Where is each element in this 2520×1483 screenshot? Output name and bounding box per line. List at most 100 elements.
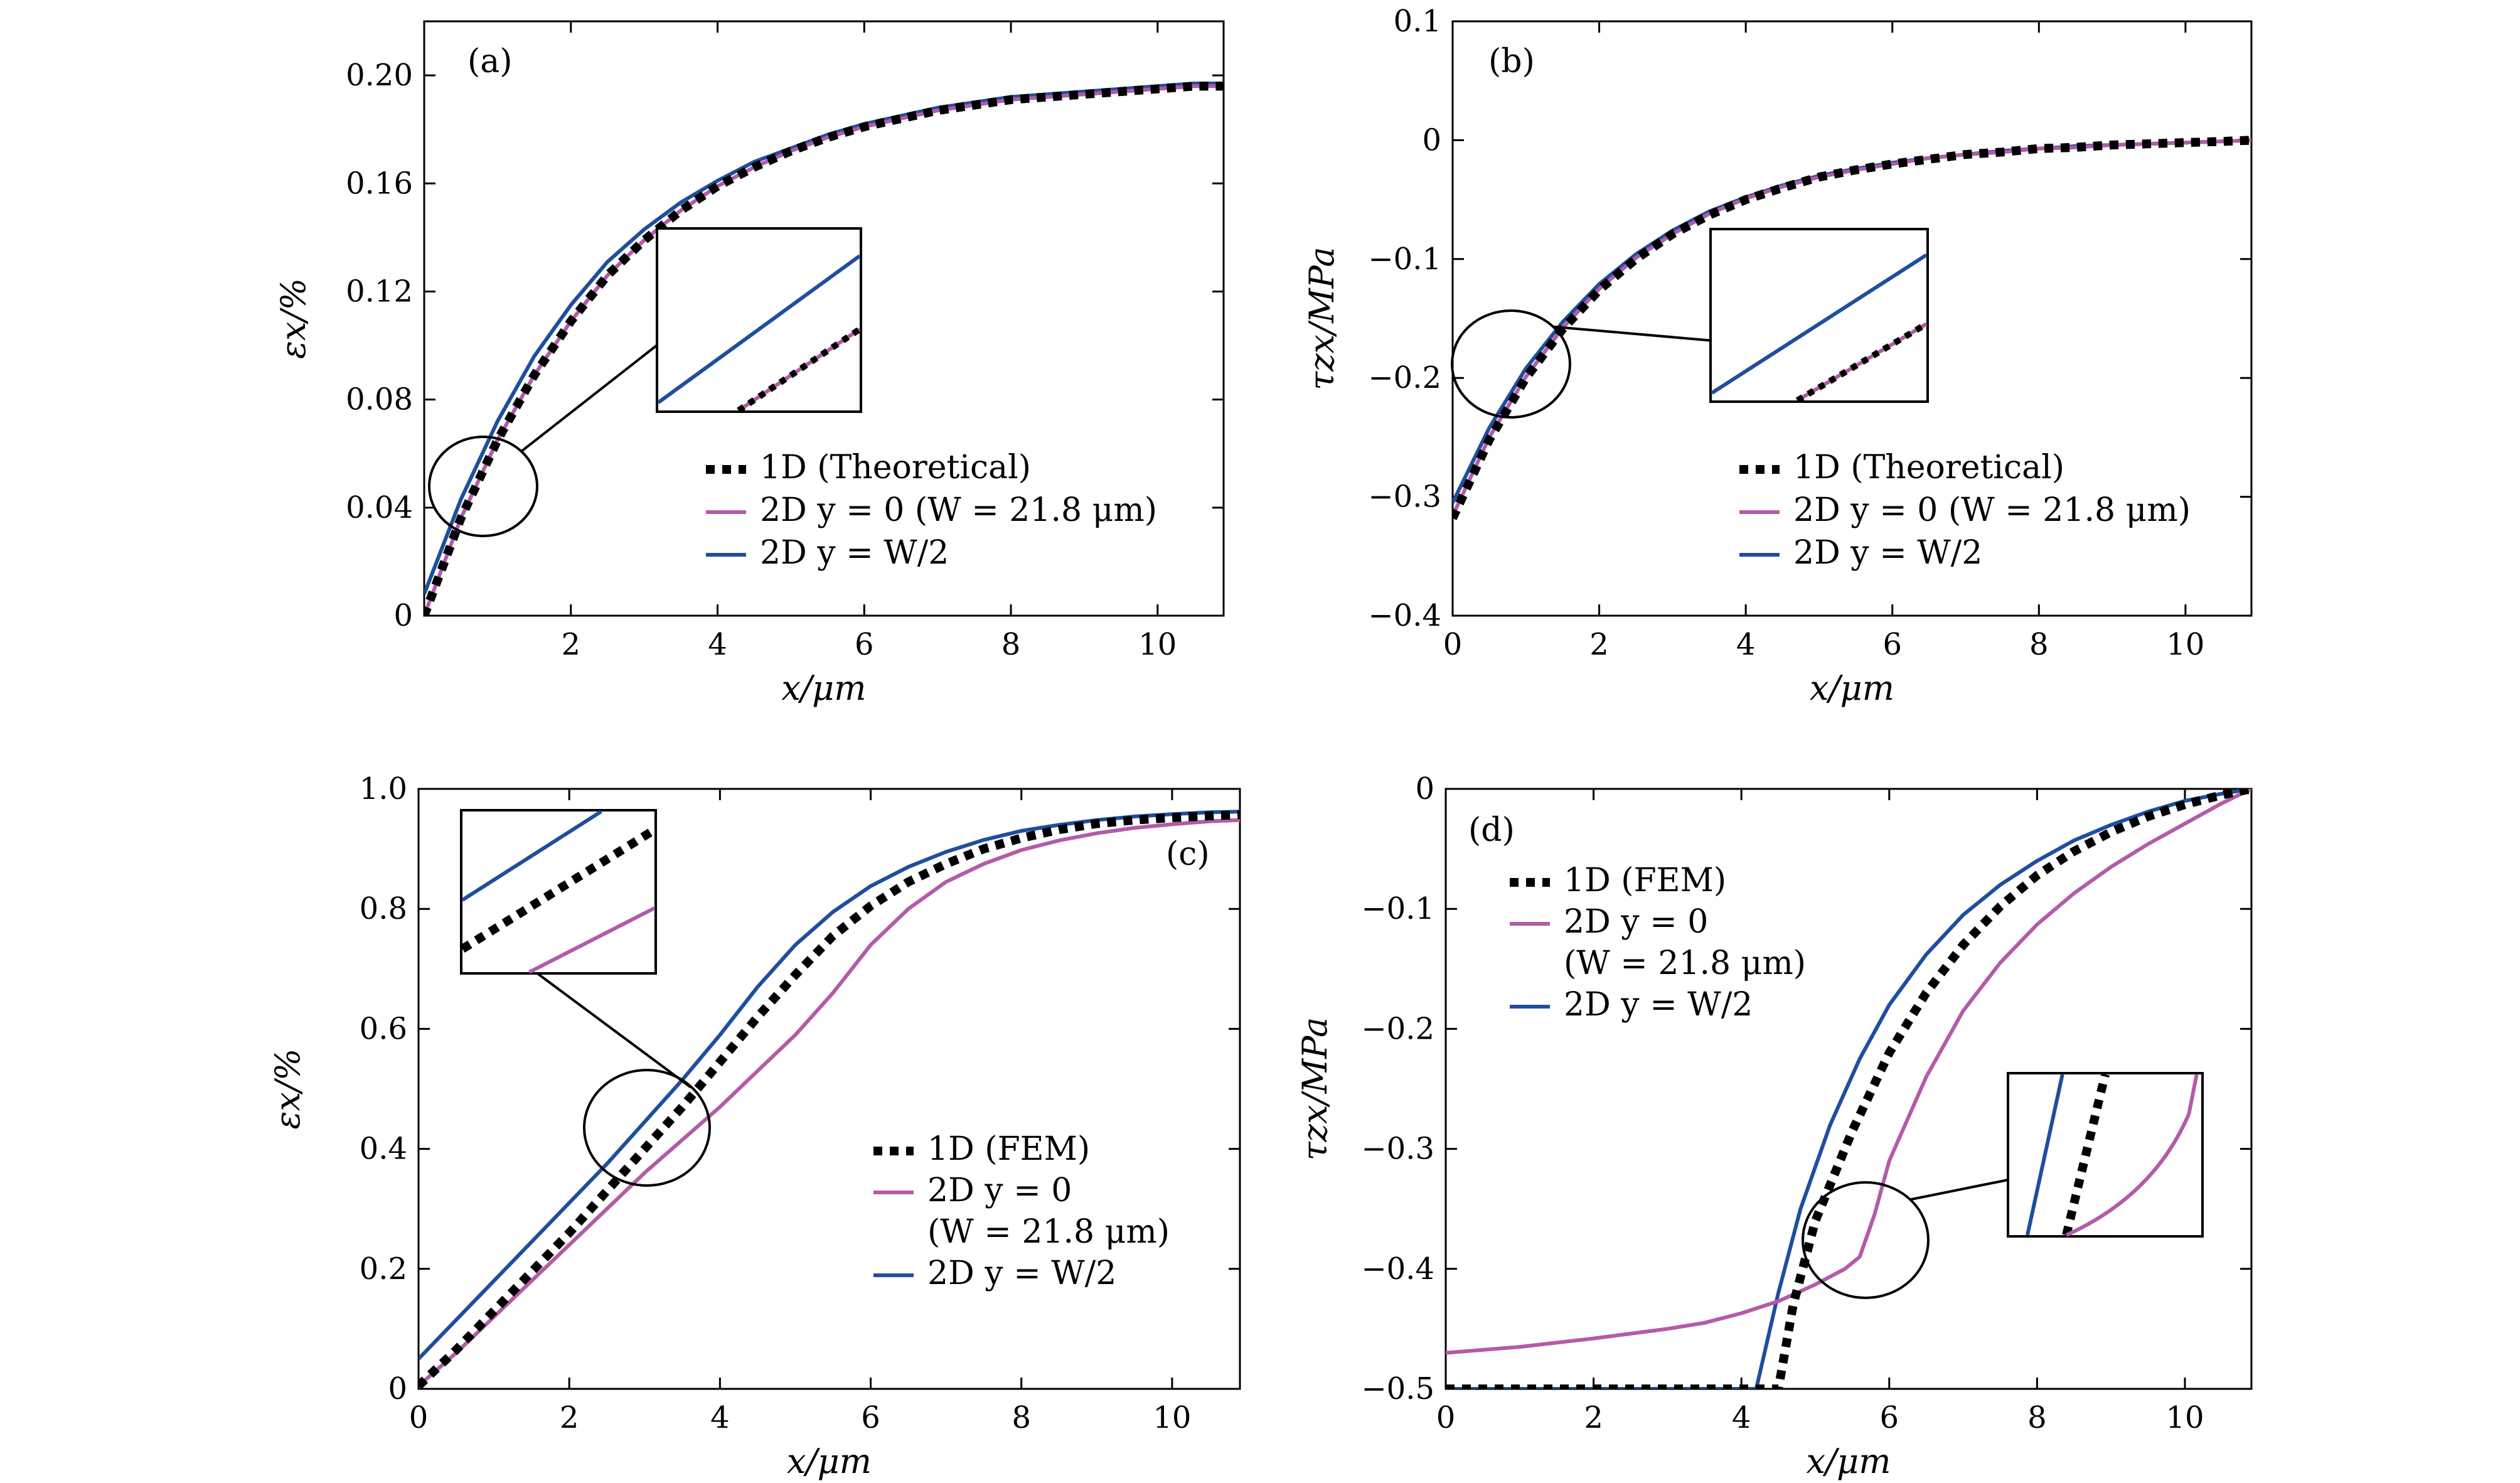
- legend-label: 1D (Theoretical): [760, 449, 1031, 486]
- inset-box: [656, 227, 862, 413]
- y-tick-label: 0.1: [1394, 4, 1441, 39]
- x-tick-label: 8: [2029, 627, 2049, 662]
- x-tick-label: 10: [1138, 627, 1177, 662]
- inset-lines: [657, 254, 862, 414]
- y-tick-label: −0.1: [1368, 242, 1441, 277]
- plot-frame: [417, 788, 1241, 1390]
- y-tick-label: 0.4: [360, 1132, 407, 1167]
- series-line-0-top: [1453, 136, 2251, 520]
- x-tick-label: 0: [409, 1400, 429, 1435]
- x-tick-label: 8: [2027, 1400, 2047, 1435]
- inset-box: [460, 809, 657, 975]
- legend-label: 2D y = W/2: [927, 1255, 1116, 1292]
- series-line-0-top: [1446, 789, 2251, 1389]
- legend-label: 2D y = 0 (W = 21.8 μm): [1793, 491, 2191, 529]
- x-tick-label: 8: [1001, 627, 1021, 662]
- x-tick-label: 4: [710, 1400, 730, 1435]
- inset-lines: [1711, 253, 1928, 404]
- x-tick-label: 4: [1736, 627, 1756, 662]
- legend-label: 2D y = 0: [927, 1172, 1072, 1209]
- y-tick-label: −0.3: [1361, 1132, 1434, 1167]
- legend-label: (W = 21.8 μm): [927, 1213, 1170, 1251]
- y-tick-label: −0.2: [1361, 1011, 1434, 1046]
- legend-label: 2D y = W/2: [1564, 986, 1753, 1024]
- panel-c: 0 2 4 6 8 10 0 0.2 0.4 0.6 0.8 1.0 x/μm εx/% (c) 1D (FE…: [268, 771, 1241, 1481]
- legend-label: 1D (FEM): [927, 1130, 1090, 1168]
- x-axis-label: x/μm: [782, 668, 867, 708]
- y-tick-label: 0.2: [360, 1251, 407, 1287]
- x-tick-label: 4: [708, 627, 727, 662]
- y-tick-label: −0.4: [1368, 598, 1441, 633]
- panel-a: 2 4 6 8 10 0 0.04 0.08 0.12 0.16 0.20 x/μm εx/% (a) 1D…: [274, 20, 1225, 708]
- y-tick-label: 0: [393, 598, 413, 633]
- y-tick-label: 0.8: [360, 891, 407, 926]
- x-tick-label: 8: [1012, 1400, 1031, 1435]
- y-tick-label: 0: [1415, 771, 1434, 806]
- series-line-1: [424, 84, 1224, 616]
- x-tick-label: 10: [2166, 627, 2204, 662]
- inset-lines: [460, 810, 657, 974]
- legend-label: 2D y = 0: [1564, 903, 1708, 941]
- y-axis-label: τzx/MPa: [1302, 247, 1342, 390]
- inset-series-y0: [528, 906, 656, 974]
- y-tick-label: 0.20: [346, 58, 413, 93]
- y-tick-label: −0.4: [1361, 1251, 1434, 1287]
- y-tick-label: 0: [1422, 122, 1441, 158]
- inset-series-y0: [737, 328, 861, 412]
- inset-series-yW2: [1711, 253, 1928, 395]
- x-tick-label: 6: [1880, 1400, 1899, 1435]
- legend-label: 2D y = W/2: [760, 534, 949, 572]
- panel-label: (b): [1488, 43, 1535, 80]
- panel-label: (a): [467, 43, 513, 80]
- y-tick-label: 0.12: [346, 274, 413, 309]
- series-line-1: [1446, 789, 2251, 1355]
- series-group: [419, 810, 1240, 1389]
- inset-series-theory: [2062, 1073, 2110, 1236]
- y-tick-label: 0: [388, 1371, 407, 1406]
- x-tick-label: 6: [855, 627, 874, 662]
- inset-box: [1709, 228, 1929, 403]
- legend-label: 2D y = 0 (W = 21.8 μm): [760, 491, 1157, 529]
- zoom-circle: [1451, 309, 1571, 419]
- series-group: [424, 82, 1224, 616]
- plot-frame: [1451, 20, 2253, 617]
- x-tick-label: 6: [1882, 627, 1902, 662]
- y-tick-label: −0.2: [1368, 360, 1441, 395]
- plot-frame: [423, 20, 1225, 617]
- series-group: [1453, 136, 2251, 520]
- y-axis-label: τzx/MPa: [1295, 1017, 1335, 1160]
- legend-label: (W = 21.8 μm): [1564, 945, 1806, 982]
- panel-d: 0 2 4 6 8 10 −0.5 −0.4 −0.3 −0.2 −0.1 0 x/μm τzx/MPa (…: [1295, 771, 2253, 1481]
- x-tick-label: 2: [561, 627, 580, 662]
- x-axis-label: x/μm: [1810, 668, 1894, 708]
- y-axis-label: εx/%: [268, 1049, 307, 1130]
- y-tick-label: −0.5: [1361, 1371, 1434, 1406]
- x-tick-label: 0: [1443, 627, 1463, 662]
- panel-label: (c): [1166, 835, 1210, 873]
- inset-series-y0: [1796, 322, 1928, 402]
- inset-series-yW2: [461, 810, 602, 902]
- x-axis-label: x/μm: [787, 1442, 872, 1481]
- panel-b: 0 2 4 6 8 10 −0.4 −0.3 −0.2 −0.1 0 0.1 x/μm τzx/MPa (b…: [1302, 4, 2253, 708]
- x-tick-label: 2: [1589, 627, 1609, 662]
- legend-label: 2D y = W/2: [1793, 534, 1982, 572]
- plot-frame: [1444, 788, 2253, 1390]
- inset-series-yW2: [2026, 1074, 2064, 1236]
- zoom-connector: [1909, 1179, 2009, 1201]
- zoom-connector: [1552, 325, 1711, 342]
- inset-series-y0: [2065, 1074, 2199, 1237]
- series-line-2: [424, 82, 1224, 595]
- x-tick-label: 6: [861, 1400, 880, 1435]
- panel-label: (d): [1468, 811, 1515, 849]
- series-line-0-top: [419, 810, 1240, 1389]
- y-axis-label: εx/%: [274, 278, 313, 359]
- legend-label: 1D (Theoretical): [1793, 449, 2064, 486]
- y-tick-label: 0.16: [346, 166, 413, 201]
- x-tick-label: 0: [1436, 1400, 1456, 1435]
- series-group: [1446, 789, 2251, 1389]
- zoom-circle: [428, 436, 538, 537]
- x-tick-label: 10: [1153, 1400, 1191, 1435]
- y-tick-label: −0.1: [1361, 891, 1434, 926]
- zoom-circle: [1802, 1181, 1930, 1299]
